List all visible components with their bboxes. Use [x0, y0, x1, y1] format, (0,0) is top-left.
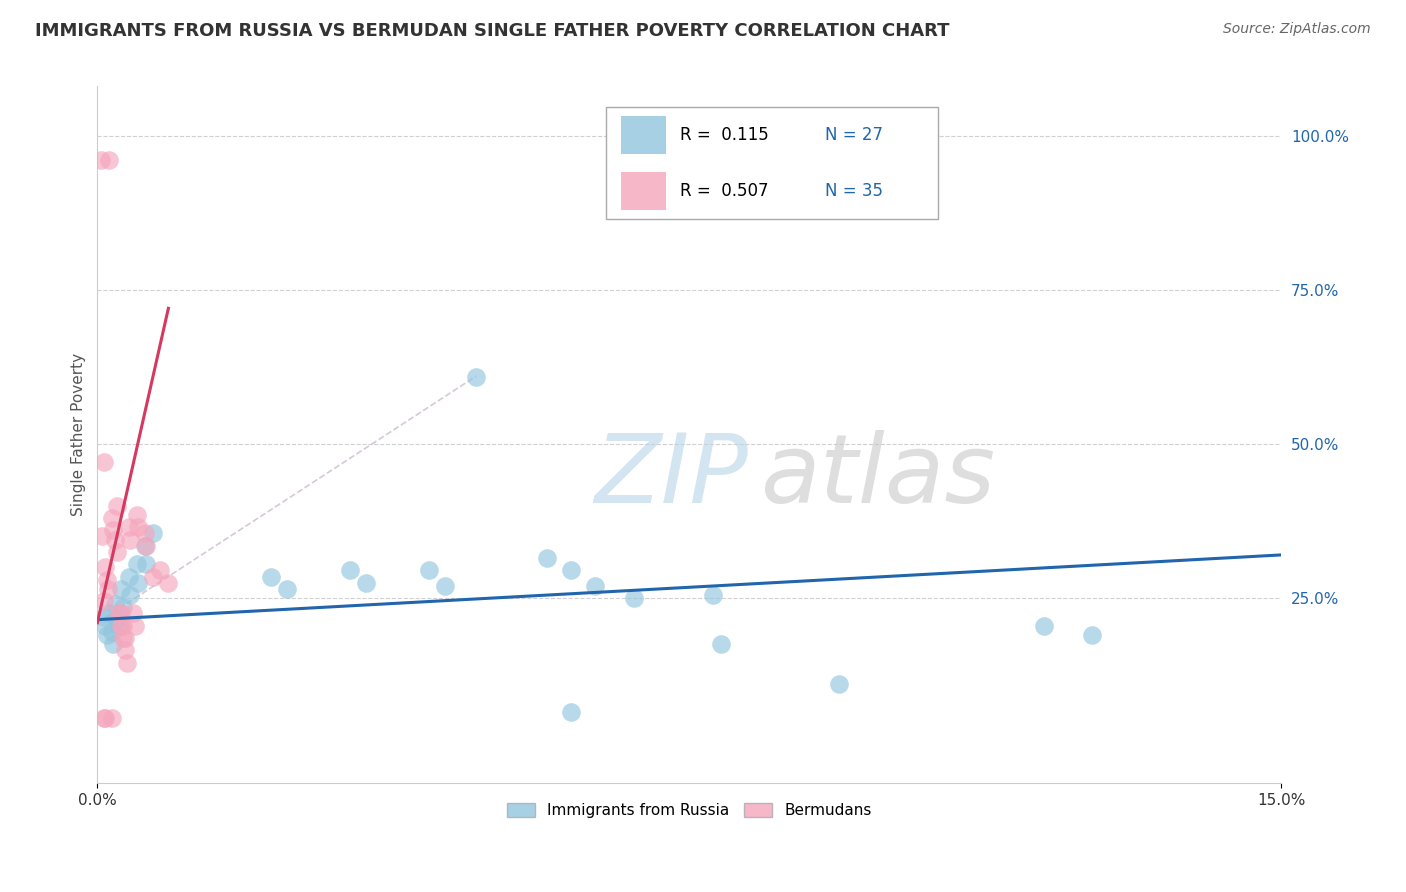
Y-axis label: Single Father Poverty: Single Father Poverty — [72, 353, 86, 516]
Point — [142, 569, 165, 583]
Bar — [620, 116, 665, 154]
Point — [149, 563, 172, 577]
Point — [93, 594, 115, 608]
Point — [135, 539, 157, 553]
Point — [702, 588, 724, 602]
Text: atlas: atlas — [761, 430, 995, 523]
Point — [339, 563, 361, 577]
Point — [93, 455, 115, 469]
Text: R =  0.115: R = 0.115 — [679, 126, 769, 145]
Text: Source: ZipAtlas.com: Source: ZipAtlas.com — [1223, 22, 1371, 37]
Point — [111, 619, 134, 633]
Point — [114, 643, 136, 657]
Point — [110, 582, 132, 596]
Point — [104, 597, 127, 611]
Point — [101, 637, 124, 651]
Point — [97, 582, 120, 596]
Text: ZIP: ZIP — [595, 430, 748, 523]
Point — [111, 600, 134, 615]
Point — [120, 588, 142, 602]
Point — [117, 656, 139, 670]
Point — [100, 625, 122, 640]
Point — [108, 607, 131, 621]
Point — [105, 499, 128, 513]
Point — [94, 619, 117, 633]
Point — [465, 370, 488, 384]
Point — [418, 563, 440, 577]
Point — [127, 575, 149, 590]
Bar — [620, 171, 665, 210]
Legend: Immigrants from Russia, Bermudans: Immigrants from Russia, Bermudans — [501, 797, 877, 824]
Point — [98, 153, 121, 168]
Point — [100, 711, 122, 725]
Point — [1033, 619, 1056, 633]
Point — [110, 607, 132, 621]
Point — [710, 637, 733, 651]
Point — [560, 705, 582, 719]
Point — [134, 526, 156, 541]
Point — [93, 711, 115, 725]
Point — [93, 609, 115, 624]
Point — [828, 677, 851, 691]
Point — [1080, 628, 1102, 642]
Point — [623, 591, 645, 605]
Point — [127, 520, 149, 534]
Point — [105, 545, 128, 559]
Point — [536, 551, 558, 566]
Text: N = 35: N = 35 — [825, 182, 883, 200]
Point — [121, 607, 143, 621]
Point — [101, 523, 124, 537]
Point — [110, 619, 132, 633]
Text: IMMIGRANTS FROM RUSSIA VS BERMUDAN SINGLE FATHER POVERTY CORRELATION CHART: IMMIGRANTS FROM RUSSIA VS BERMUDAN SINGL… — [35, 22, 949, 40]
Point — [94, 560, 117, 574]
Point — [94, 711, 117, 725]
Point — [90, 153, 112, 168]
Point — [433, 579, 456, 593]
Point — [111, 631, 134, 645]
FancyBboxPatch shape — [606, 107, 938, 219]
Text: N = 27: N = 27 — [825, 126, 883, 145]
Point — [96, 628, 118, 642]
Point — [124, 619, 146, 633]
Point — [135, 557, 157, 571]
Point — [114, 631, 136, 645]
Point — [354, 575, 377, 590]
Point — [91, 529, 114, 543]
Point — [118, 520, 141, 534]
Point — [260, 569, 283, 583]
Point — [157, 575, 180, 590]
Point — [125, 508, 148, 522]
Text: R =  0.507: R = 0.507 — [679, 182, 768, 200]
Point — [96, 573, 118, 587]
Point — [104, 533, 127, 547]
Point — [142, 526, 165, 541]
Point — [108, 619, 131, 633]
Point — [276, 582, 298, 596]
Point — [134, 539, 156, 553]
Point — [125, 557, 148, 571]
Point — [100, 511, 122, 525]
Point — [118, 569, 141, 583]
Point — [120, 533, 142, 547]
Point — [105, 613, 128, 627]
Point — [560, 563, 582, 577]
Point — [583, 579, 606, 593]
Point — [98, 607, 121, 621]
